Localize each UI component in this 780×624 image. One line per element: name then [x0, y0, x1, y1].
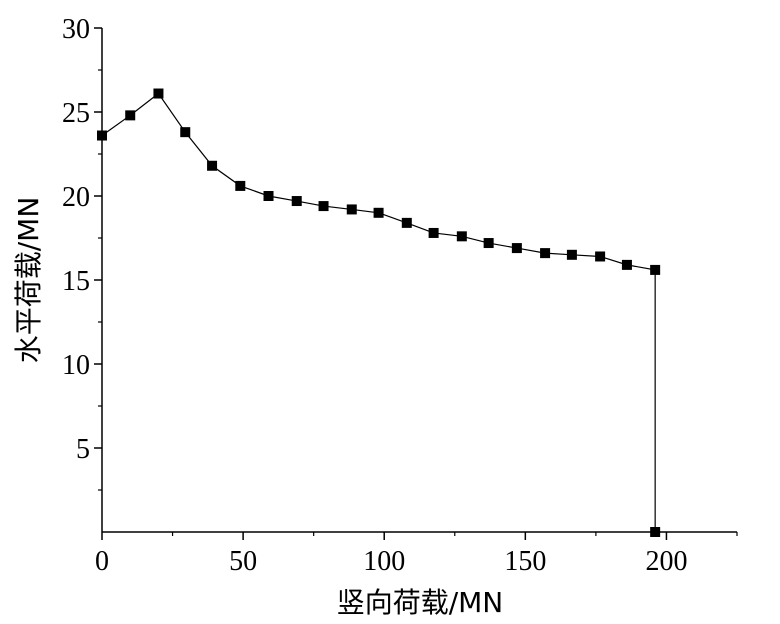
y-tick-label: 20	[62, 182, 90, 213]
x-tick-label: 100	[363, 546, 405, 577]
data-point	[650, 264, 661, 275]
x-tick-label: 50	[229, 546, 257, 577]
y-tick-label: 10	[62, 350, 90, 381]
data-point	[540, 248, 551, 259]
y-tick-label: 25	[62, 98, 90, 129]
data-point	[401, 217, 412, 228]
series-line	[101, 92, 656, 532]
data-point	[650, 527, 661, 537]
y-tick-label: 5	[76, 434, 90, 465]
y-tick-label: 15	[62, 266, 90, 297]
data-point	[346, 204, 357, 215]
x-axis-title: 竖向荷载/MN	[337, 586, 504, 619]
data-point	[483, 238, 494, 249]
data-point	[180, 127, 191, 138]
axes: 0 50 100 150 200 5 10 15 20 25 30	[62, 14, 738, 577]
x-tick-label: 200	[645, 546, 687, 577]
data-point	[125, 110, 136, 121]
data-point	[207, 160, 218, 171]
data-point	[263, 191, 274, 201]
data-point	[511, 243, 522, 254]
series	[97, 88, 661, 537]
data-point	[428, 227, 439, 238]
data-point	[595, 251, 606, 262]
y-axis-title: 水平荷载/MN	[12, 197, 45, 364]
data-point	[153, 88, 164, 99]
data-point	[621, 259, 632, 270]
data-point	[373, 207, 384, 218]
data-point	[456, 231, 467, 242]
x-tick-label: 0	[95, 546, 109, 577]
data-point	[97, 130, 107, 141]
data-point	[318, 201, 329, 212]
y-tick-label: 30	[62, 14, 90, 45]
data-point	[235, 180, 246, 191]
x-tick-label: 150	[504, 546, 546, 577]
data-point	[566, 249, 577, 260]
data-point	[291, 196, 302, 207]
